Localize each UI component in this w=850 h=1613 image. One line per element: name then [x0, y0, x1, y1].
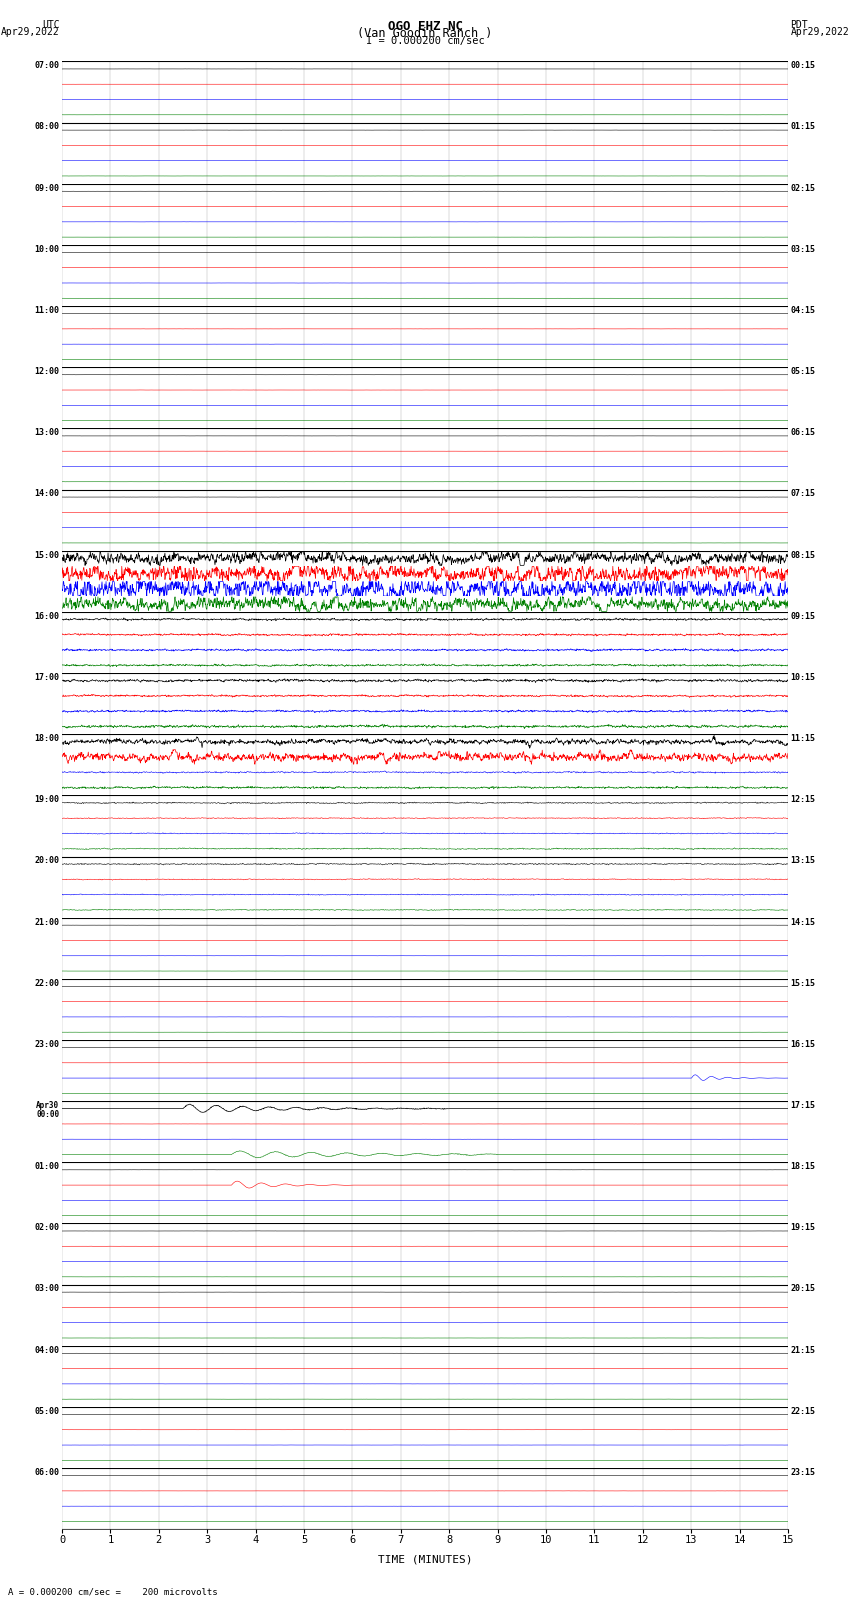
Text: 06:15: 06:15: [790, 429, 815, 437]
Text: 01:15: 01:15: [790, 123, 815, 131]
Text: UTC: UTC: [42, 19, 60, 31]
Text: Apr30: Apr30: [37, 1102, 60, 1110]
Text: 23:15: 23:15: [790, 1468, 815, 1478]
Text: 05:00: 05:00: [35, 1407, 60, 1416]
Text: 15:00: 15:00: [35, 550, 60, 560]
Text: 02:00: 02:00: [35, 1223, 60, 1232]
Text: 16:15: 16:15: [790, 1040, 815, 1048]
Text: 20:15: 20:15: [790, 1284, 815, 1294]
Text: 08:00: 08:00: [35, 123, 60, 131]
Text: 21:00: 21:00: [35, 918, 60, 926]
Text: (Van Goodin Ranch ): (Van Goodin Ranch ): [357, 27, 493, 40]
Text: 14:00: 14:00: [35, 489, 60, 498]
Text: 22:00: 22:00: [35, 979, 60, 987]
Text: 23:00: 23:00: [35, 1040, 60, 1048]
Text: 07:00: 07:00: [35, 61, 60, 71]
Text: 08:15: 08:15: [790, 550, 815, 560]
Text: 10:00: 10:00: [35, 245, 60, 253]
Text: 14:15: 14:15: [790, 918, 815, 926]
Text: 17:00: 17:00: [35, 673, 60, 682]
Text: 04:15: 04:15: [790, 306, 815, 315]
Text: 00:15: 00:15: [790, 61, 815, 71]
Text: 07:15: 07:15: [790, 489, 815, 498]
Text: TIME (MINUTES): TIME (MINUTES): [377, 1555, 473, 1565]
Text: 17:15: 17:15: [790, 1102, 815, 1110]
Text: 21:15: 21:15: [790, 1345, 815, 1355]
Text: 18:00: 18:00: [35, 734, 60, 744]
Text: A = 0.000200 cm/sec =    200 microvolts: A = 0.000200 cm/sec = 200 microvolts: [8, 1587, 218, 1597]
Text: 11:15: 11:15: [790, 734, 815, 744]
Text: 09:15: 09:15: [790, 611, 815, 621]
Text: Apr29,2022: Apr29,2022: [1, 27, 60, 37]
Text: 12:00: 12:00: [35, 368, 60, 376]
Text: I = 0.000200 cm/sec: I = 0.000200 cm/sec: [366, 37, 484, 47]
Text: 19:15: 19:15: [790, 1223, 815, 1232]
Text: 19:00: 19:00: [35, 795, 60, 805]
Text: 09:00: 09:00: [35, 184, 60, 192]
Text: 04:00: 04:00: [35, 1345, 60, 1355]
Text: 22:15: 22:15: [790, 1407, 815, 1416]
Text: 03:15: 03:15: [790, 245, 815, 253]
Text: 13:00: 13:00: [35, 429, 60, 437]
Text: 13:15: 13:15: [790, 857, 815, 865]
Text: PDT: PDT: [790, 19, 808, 31]
Text: 11:00: 11:00: [35, 306, 60, 315]
Text: 06:00: 06:00: [35, 1468, 60, 1478]
Text: 18:15: 18:15: [790, 1161, 815, 1171]
Text: 15:15: 15:15: [790, 979, 815, 987]
Text: OGO EHZ NC: OGO EHZ NC: [388, 19, 462, 34]
Text: 16:00: 16:00: [35, 611, 60, 621]
Text: 12:15: 12:15: [790, 795, 815, 805]
Text: 05:15: 05:15: [790, 368, 815, 376]
Text: 20:00: 20:00: [35, 857, 60, 865]
Text: 02:15: 02:15: [790, 184, 815, 192]
Text: Apr29,2022: Apr29,2022: [790, 27, 849, 37]
Text: 10:15: 10:15: [790, 673, 815, 682]
Text: 01:00: 01:00: [35, 1161, 60, 1171]
Text: 03:00: 03:00: [35, 1284, 60, 1294]
Text: 00:00: 00:00: [37, 1110, 60, 1119]
